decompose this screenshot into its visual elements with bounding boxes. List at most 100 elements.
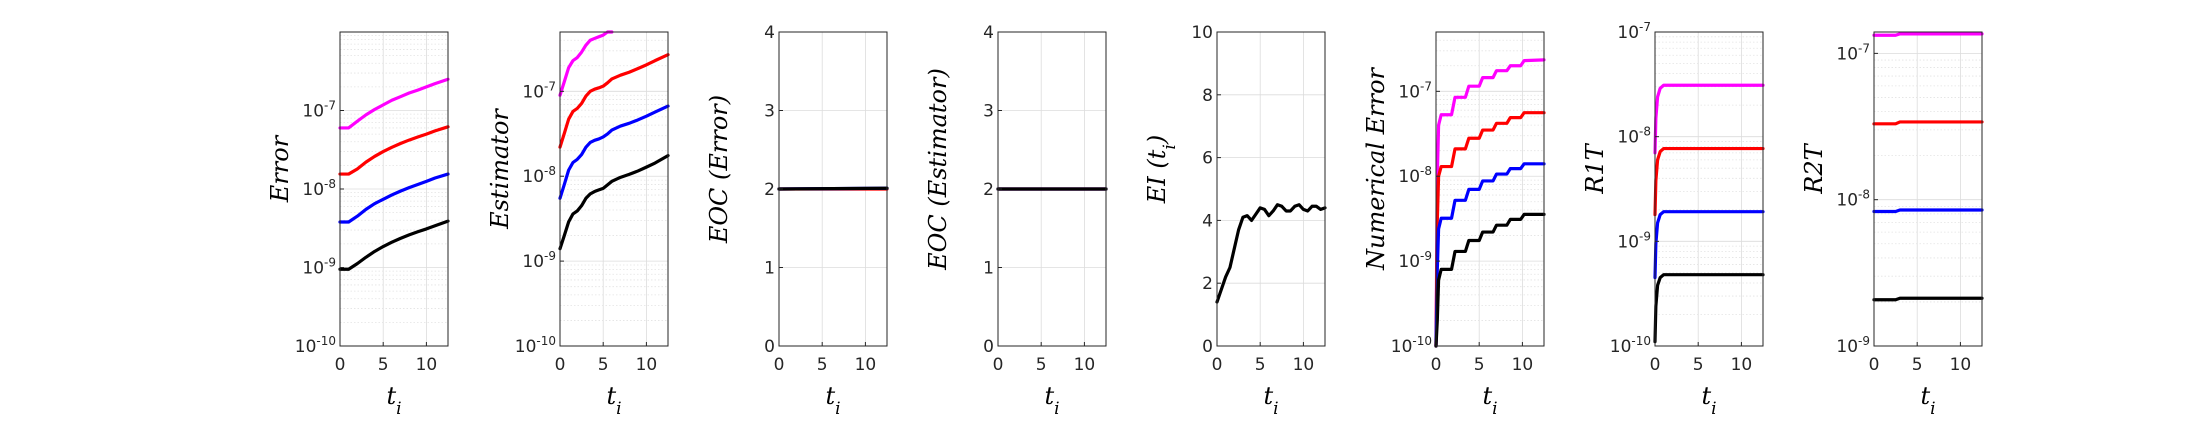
y-tick-label: 10-8 <box>1398 164 1432 187</box>
y-tick-label: 10-10 <box>515 334 556 357</box>
y-tick-label: 10-7 <box>1398 79 1432 102</box>
y-tick-label: 2 <box>983 180 994 200</box>
plot-area <box>1655 32 1763 346</box>
series-line-4 <box>1872 296 1984 302</box>
x-tick-label: 0 <box>993 355 1004 375</box>
y-tick-label: 10-10 <box>1610 334 1651 357</box>
y-tick-label: 10-9 <box>522 249 556 272</box>
y-axis-label: EI (ti) <box>1143 135 1180 204</box>
y-tick-label: 4 <box>1202 211 1213 231</box>
x-tick-label: 5 <box>378 355 389 375</box>
y-tick-label: 10-7 <box>1617 20 1651 43</box>
chart-panel-1: 0 5 10 10-10 10-9 10-8 10-7 ti Error <box>266 31 450 419</box>
chart-panel-6: 0 5 10 10-10 10-9 10-8 10-7 ti Numerical Error <box>1362 31 1546 419</box>
series-line-2 <box>1872 120 1984 126</box>
series-line-4 <box>1434 212 1546 348</box>
y-tick-label: 3 <box>983 102 994 122</box>
x-tick-label: 5 <box>1912 355 1923 375</box>
axes-box <box>1435 31 1545 347</box>
series-line-2 <box>558 53 670 149</box>
x-axis-label: ti <box>1482 382 1497 417</box>
x-tick-label: 5 <box>1036 355 1047 375</box>
y-tick-label: 2 <box>1202 274 1213 294</box>
y-axis-label: Estimator <box>486 108 514 230</box>
x-tick-label: 0 <box>1869 355 1880 375</box>
series-line-3 <box>1434 162 1546 348</box>
series-line-4 <box>558 153 670 251</box>
x-axis-label: ti <box>1263 382 1278 417</box>
plot-area <box>1874 32 1982 346</box>
y-tick-label: 4 <box>764 23 775 43</box>
x-tick-label: 5 <box>1255 355 1266 375</box>
series-line-2 <box>1653 146 1765 217</box>
series-line-3 <box>777 186 889 191</box>
series-line-2 <box>338 125 450 176</box>
series-line-1 <box>1215 203 1327 304</box>
y-tick-label: 10-10 <box>295 334 336 357</box>
x-tick-label: 0 <box>555 355 566 375</box>
series-line-1 <box>1872 32 1984 37</box>
y-axis-label: R2T <box>1800 142 1828 194</box>
x-tick-label: 0 <box>1212 355 1223 375</box>
series-line-4 <box>338 219 450 271</box>
axes-box <box>559 31 669 347</box>
y-axis-label: Error <box>266 134 294 203</box>
x-tick-label: 10 <box>855 355 877 375</box>
x-tick-label: 0 <box>774 355 785 375</box>
y-tick-label: 10-9 <box>1617 229 1651 252</box>
x-tick-label: 10 <box>1731 355 1753 375</box>
chart-panel-3: 0 5 10 0 1 2 3 4 ti EOC (Error) <box>705 23 889 419</box>
chart-panel-7: 0 5 10 10-10 10-9 10-8 10-7 ti R1T <box>1581 20 1765 419</box>
y-tick-label: 10-10 <box>1391 334 1432 357</box>
y-tick-label: 1 <box>983 259 994 279</box>
y-tick-label: 6 <box>1202 149 1213 169</box>
x-axis-label: ti <box>825 382 840 417</box>
y-tick-label: 2 <box>764 180 775 200</box>
y-tick-label: 10-8 <box>302 177 336 200</box>
x-tick-label: 10 <box>1512 355 1534 375</box>
y-tick-label: 10-9 <box>1836 334 1870 357</box>
x-axis-label: ti <box>386 382 401 417</box>
y-tick-label: 10-7 <box>302 99 336 122</box>
y-axis-label: R1T <box>1581 142 1609 194</box>
y-tick-label: 0 <box>1202 337 1213 357</box>
y-tick-label: 10-7 <box>522 79 556 102</box>
series-line-1 <box>1653 83 1765 155</box>
series-line-1 <box>1434 58 1546 348</box>
x-tick-label: 10 <box>1293 355 1315 375</box>
y-tick-label: 1 <box>764 259 775 279</box>
y-tick-label: 8 <box>1202 86 1213 106</box>
axes-box <box>1873 31 1983 347</box>
y-tick-label: 10-8 <box>1836 188 1870 211</box>
series-line-1 <box>558 30 614 97</box>
x-tick-label: 5 <box>598 355 609 375</box>
series-line-3 <box>1653 210 1765 280</box>
series-line-3 <box>338 172 450 224</box>
y-tick-label: 10-8 <box>522 164 556 187</box>
series-line-1 <box>338 77 450 130</box>
y-tick-label: 3 <box>764 102 775 122</box>
y-axis-label: EOC (Estimator) <box>924 68 952 271</box>
y-tick-label: 10-9 <box>1398 249 1432 272</box>
y-tick-label: 4 <box>983 23 994 43</box>
y-axis-label: EOC (Error) <box>705 95 733 244</box>
x-axis-label: ti <box>1701 382 1716 417</box>
x-tick-label: 0 <box>335 355 346 375</box>
chart-panel-4: 0 5 10 0 1 2 3 4 ti EOC (Estimator) <box>924 23 1108 419</box>
x-tick-label: 5 <box>1474 355 1485 375</box>
axes-box <box>1216 31 1326 347</box>
x-tick-label: 0 <box>1650 355 1661 375</box>
axes-box <box>1654 31 1764 347</box>
plot-area <box>1217 32 1325 346</box>
chart-panel-5: 0 5 10 0 2 4 6 8 10 ti EI (ti) <box>1143 23 1327 419</box>
x-tick-label: 5 <box>1693 355 1704 375</box>
x-tick-label: 10 <box>636 355 658 375</box>
x-axis-label: ti <box>1920 382 1935 417</box>
x-tick-label: 10 <box>416 355 438 375</box>
y-tick-label: 10-9 <box>302 256 336 279</box>
y-tick-label: 10-7 <box>1836 41 1870 64</box>
x-tick-label: 5 <box>817 355 828 375</box>
series-line-3 <box>1872 208 1984 214</box>
